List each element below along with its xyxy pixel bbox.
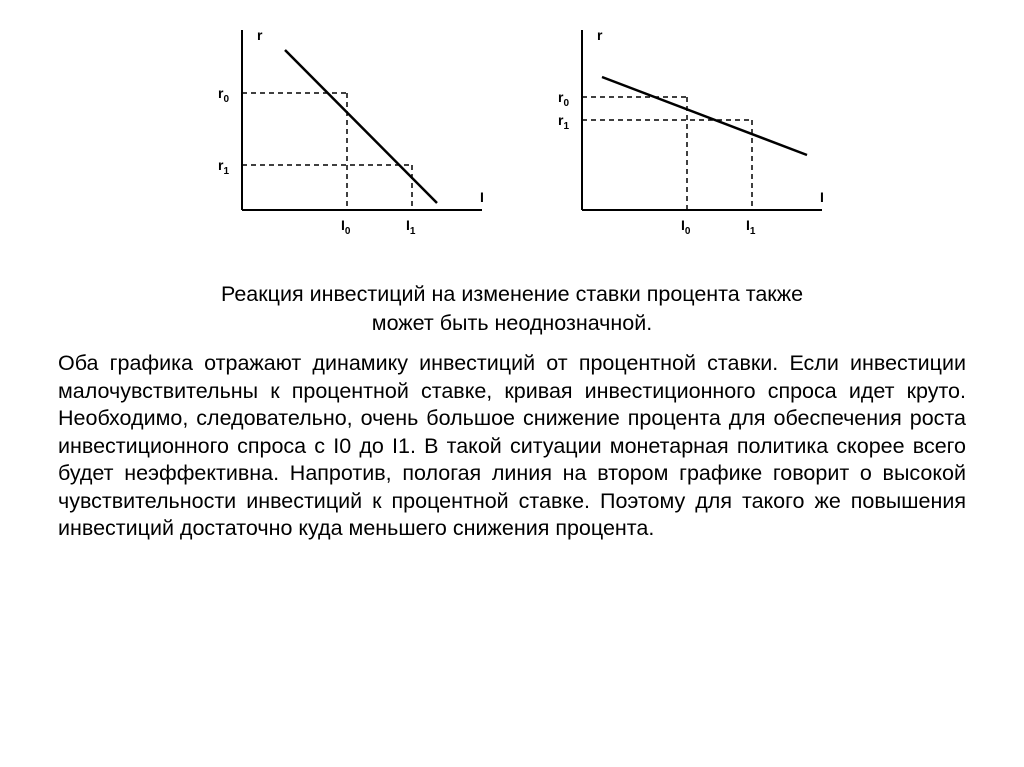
svg-text:I: I — [480, 189, 484, 205]
svg-text:r: r — [257, 27, 263, 43]
svg-text:r0: r0 — [218, 85, 229, 105]
svg-text:I0: I0 — [341, 217, 351, 237]
svg-text:I1: I1 — [406, 217, 416, 237]
chart-right-svg: r Ir0 r1 I0 I1 — [527, 15, 837, 240]
svg-text:r0: r0 — [558, 89, 569, 109]
subtitle: Реакция инвестиций на изменение ставки п… — [58, 280, 966, 338]
charts-row: r Ir0 r1 I0 I1 r Ir0 r1 I0 I1 — [0, 0, 1024, 250]
svg-text:I: I — [820, 189, 824, 205]
svg-text:I1: I1 — [746, 217, 756, 237]
text-block: Реакция инвестиций на изменение ставки п… — [0, 250, 1024, 563]
svg-text:r1: r1 — [558, 112, 569, 132]
chart-left: r Ir0 r1 I0 I1 — [187, 15, 497, 240]
svg-text:I0: I0 — [681, 217, 691, 237]
subtitle-line1: Реакция инвестиций на изменение ставки п… — [221, 282, 803, 306]
svg-text:r: r — [597, 27, 603, 43]
body-paragraph: Оба графика отражают динамику инвестиций… — [58, 350, 966, 543]
page-container: r Ir0 r1 I0 I1 r Ir0 r1 I0 I1 Реакция инвестиций… — [0, 0, 1024, 767]
chart-right: r Ir0 r1 I0 I1 — [527, 15, 837, 240]
chart-left-svg: r Ir0 r1 I0 I1 — [187, 15, 497, 240]
subtitle-line2: может быть неоднозначной. — [372, 311, 652, 335]
svg-text:r1: r1 — [218, 157, 229, 177]
